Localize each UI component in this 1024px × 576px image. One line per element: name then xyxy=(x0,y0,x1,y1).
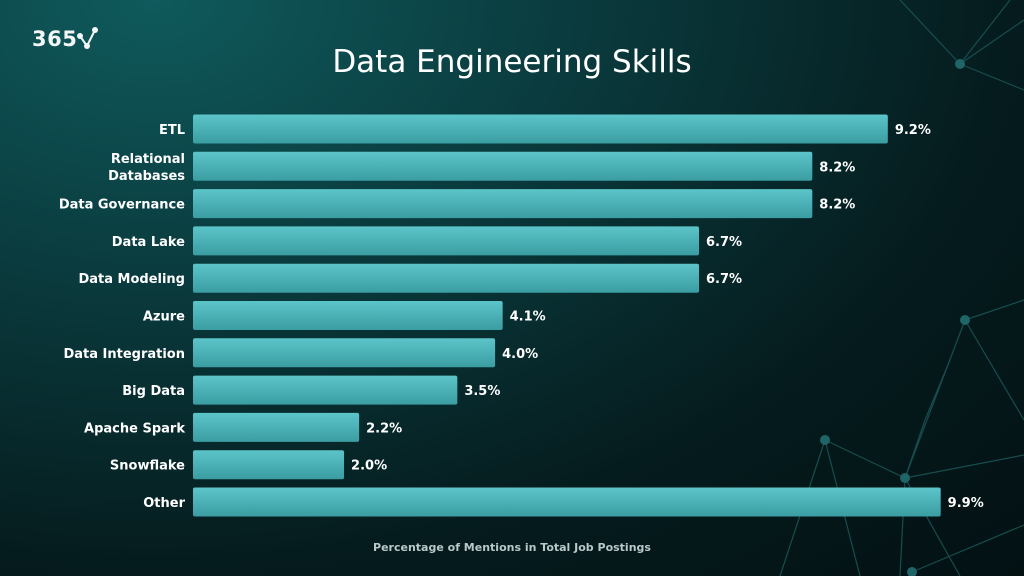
bar xyxy=(193,263,700,293)
category-label: Data Governance xyxy=(59,198,185,213)
value-label: 3.5% xyxy=(464,384,500,399)
brand-logo: 365 xyxy=(32,26,101,52)
category-label: Relational xyxy=(111,152,185,167)
value-label: 8.2% xyxy=(819,198,855,213)
value-label: 6.7% xyxy=(706,272,742,287)
category-label: Other xyxy=(143,496,185,511)
value-label: 2.2% xyxy=(366,421,402,436)
category-label: Data Integration xyxy=(63,347,185,362)
category-label: Snowflake xyxy=(110,459,185,474)
bar xyxy=(193,189,813,219)
category-label: Azure xyxy=(143,310,185,325)
value-label: 8.2% xyxy=(819,160,855,175)
value-label: 4.1% xyxy=(510,310,546,325)
bar xyxy=(193,412,360,442)
chart-title: Data Engineering Skills xyxy=(332,44,692,80)
value-label: 9.9% xyxy=(948,496,984,511)
category-label: Data Modeling xyxy=(78,272,185,287)
logo-check-icon xyxy=(77,27,99,49)
value-label: 9.2% xyxy=(895,123,931,138)
value-label: 4.0% xyxy=(502,347,538,362)
bar xyxy=(193,450,345,480)
bar xyxy=(193,226,700,256)
value-label: 6.7% xyxy=(706,235,742,250)
category-label: ETL xyxy=(159,123,185,138)
x-axis-label: Percentage of Mentions in Total Job Post… xyxy=(373,541,651,554)
category-label: Data Lake xyxy=(112,235,185,250)
category-label: Apache Spark xyxy=(84,421,185,436)
bar xyxy=(193,114,888,144)
bar xyxy=(193,375,458,405)
value-label: 2.0% xyxy=(351,459,387,474)
logo-text: 365 xyxy=(32,27,78,51)
category-label: Databases xyxy=(108,169,185,184)
bar xyxy=(193,301,503,330)
bar xyxy=(193,338,496,368)
bar xyxy=(193,151,813,181)
category-label: Big Data xyxy=(122,384,185,399)
bar xyxy=(193,487,941,517)
